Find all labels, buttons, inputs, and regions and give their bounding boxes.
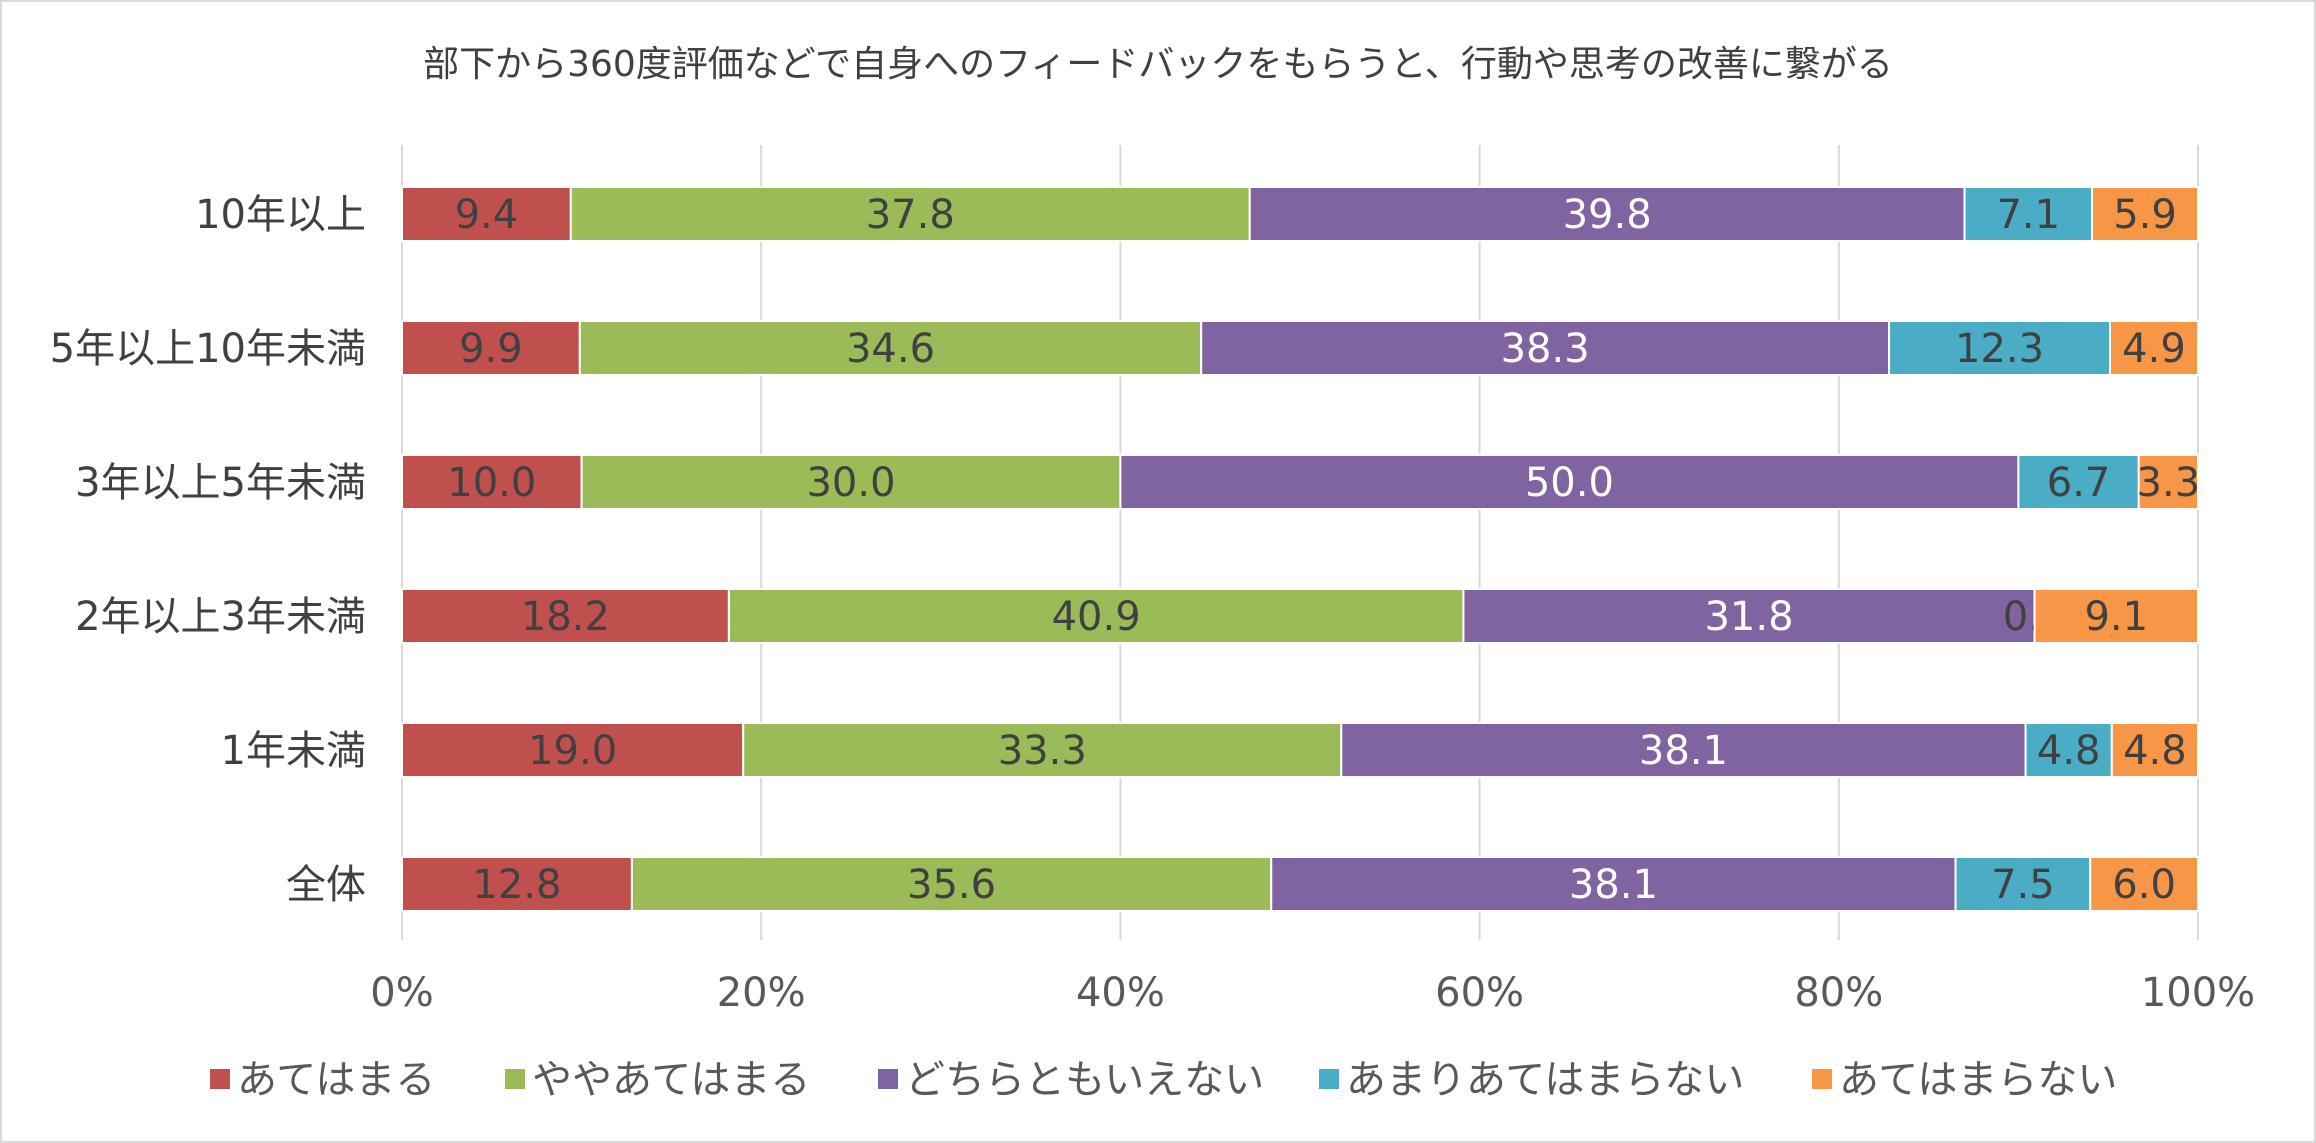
chart-title: 部下から360度評価などで自身へのフィードバックをもらうと、行動や思考の改善に繋…	[423, 44, 1893, 85]
bar-segment	[2024, 722, 2113, 778]
data-label: 12.3	[1955, 326, 2044, 372]
bar-segment	[580, 454, 1122, 510]
x-tick-label: 20%	[717, 970, 806, 1016]
data-label: 33.3	[998, 728, 1087, 774]
category-label: 3年以上5年未満	[75, 460, 366, 506]
bar-segment	[401, 588, 730, 644]
legend-label: ややあてはまる	[532, 1057, 810, 1103]
bar-segment	[1963, 186, 2094, 242]
bar-segment	[401, 454, 583, 510]
data-label: 9.1	[2084, 594, 2148, 640]
data-label: 3.3	[2137, 460, 2201, 506]
data-label: 6.0	[2112, 862, 2176, 908]
data-label: 4.8	[2123, 728, 2187, 774]
bar-segment	[1270, 856, 1957, 912]
legend-swatch	[1319, 1069, 1339, 1089]
data-label: 6.7	[2047, 460, 2111, 506]
bars: 9.4 37.8 39.8 7.1 5.9 9.9 34.6 38.3 12.3 4.9 10.0 3…	[401, 186, 2201, 912]
data-label: 12.8	[472, 862, 561, 908]
bar-segment	[1119, 454, 2020, 510]
legend-label: どちらともいえない	[905, 1057, 1264, 1103]
legend: あてはまる ややあてはまる どちらともいえない あまりあてはまらない あてはまらない	[210, 1057, 2117, 1103]
data-label: 37.8	[866, 192, 955, 238]
data-label: 10.0	[447, 460, 536, 506]
bar-segment	[742, 722, 1343, 778]
bar-segment	[2108, 320, 2200, 376]
bar-segment	[727, 588, 1465, 644]
category-label: 全体	[286, 862, 366, 908]
legend-swatch	[505, 1069, 525, 1089]
data-label: 5.9	[2113, 192, 2177, 238]
bar-segment	[401, 856, 633, 912]
data-label: 7.5	[1991, 862, 2055, 908]
legend-swatch	[210, 1069, 230, 1089]
legend-swatch	[878, 1069, 898, 1089]
category-label: 10年以上	[195, 192, 366, 238]
axis-labels: 0% 20% 40% 60% 80% 100% 10年以上 5年以上10年未満 3年以上5年未満…	[50, 192, 2256, 1016]
legend-label: あてはまる	[237, 1057, 435, 1103]
data-label: 19.0	[528, 728, 617, 774]
bar-segment	[1340, 722, 2027, 778]
data-label: 30.0	[806, 460, 895, 506]
bar-segment	[2033, 588, 2199, 644]
category-label: 2年以上3年未満	[75, 594, 366, 640]
data-label: 38.1	[1569, 862, 1658, 908]
bar-segment	[630, 856, 1273, 912]
data-label: 4.8	[2037, 728, 2101, 774]
bar-segment	[2091, 186, 2199, 242]
category-label: 5年以上10年未満	[50, 326, 366, 372]
gridlines	[401, 145, 2199, 940]
data-label: 9.9	[459, 326, 523, 372]
legend-label: あてはまらない	[1839, 1057, 2117, 1103]
bar-segment	[578, 320, 1203, 376]
data-label: 34.6	[846, 326, 935, 372]
x-tick-label: 100%	[2141, 970, 2255, 1016]
x-tick-label: 80%	[1794, 970, 1883, 1016]
data-label: 35.6	[907, 862, 996, 908]
bar-segment	[1888, 320, 2111, 376]
legend-label: あまりあてはまらない	[1346, 1057, 1744, 1103]
x-tick-label: 40%	[1076, 970, 1165, 1016]
x-tick-label: 60%	[1435, 970, 1524, 1016]
data-label: 7.1	[1996, 192, 2060, 238]
bar-segment	[401, 722, 745, 778]
bar-segment	[401, 320, 581, 376]
data-label: 40.9	[1052, 594, 1141, 640]
data-label: 38.3	[1501, 326, 1590, 372]
data-label: 18.2	[521, 594, 610, 640]
category-label: 1年未満	[221, 728, 366, 774]
data-label: 50.0	[1525, 460, 1614, 506]
bar-segment	[1248, 186, 1966, 242]
bar-segment	[1200, 320, 1891, 376]
data-label: 39.8	[1563, 192, 1652, 238]
bar-segment	[2137, 454, 2199, 510]
bar-segment	[2089, 856, 2199, 912]
data-label: 4.9	[2122, 326, 2186, 372]
legend-swatch	[1812, 1069, 1832, 1089]
x-tick-label: 0%	[370, 970, 433, 1016]
data-label: 31.8	[1704, 594, 1793, 640]
bar-segment	[2110, 722, 2199, 778]
data-label: 9.4	[455, 192, 519, 238]
data-label: 38.1	[1639, 728, 1728, 774]
